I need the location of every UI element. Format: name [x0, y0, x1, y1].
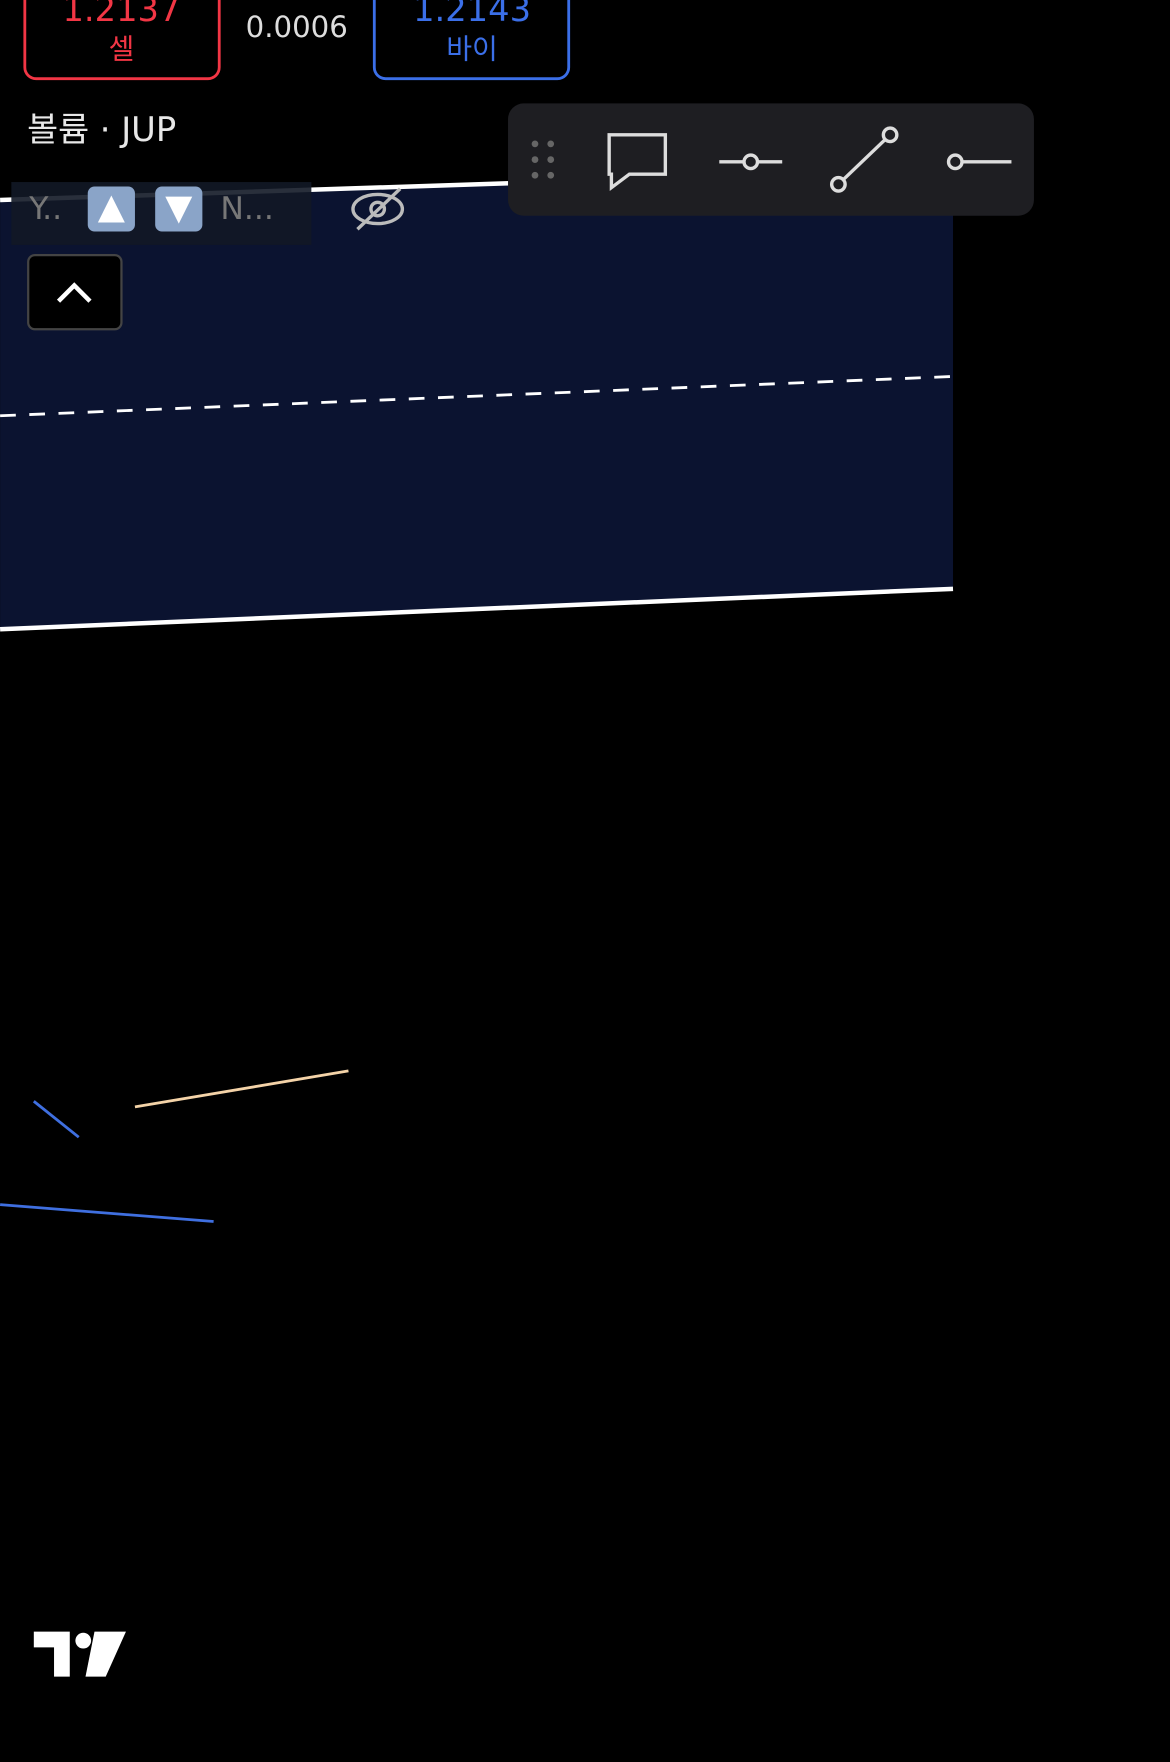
indicator-left: Y..	[28, 191, 62, 227]
horizontal-line-tool[interactable]	[719, 153, 783, 171]
chevron-up	[56, 282, 92, 303]
collapse-button[interactable]	[27, 253, 123, 331]
trend-line	[0, 1203, 214, 1223]
trend-line	[134, 1069, 349, 1109]
sell-button[interactable]	[23, 0, 221, 81]
ray-tool[interactable]	[946, 153, 1012, 171]
trend-line-tool[interactable]	[829, 126, 899, 193]
drag-handle[interactable]	[531, 140, 555, 179]
logo	[33, 1631, 126, 1677]
drawing-toolbar	[508, 103, 1034, 216]
comment-tool[interactable]	[607, 133, 668, 192]
up-icon	[97, 195, 125, 223]
buy-label: 바이	[446, 33, 498, 66]
sell-label: 셀	[109, 33, 135, 66]
down-icon	[165, 196, 193, 224]
channel-fill	[0, 168, 954, 630]
trend-line	[32, 1100, 80, 1139]
buy-price: 1.2143	[413, 0, 531, 29]
buy-button[interactable]	[372, 0, 571, 81]
indicator-title: 볼륨 · JUP	[27, 110, 176, 149]
indicator-right: N...	[220, 191, 274, 227]
hide-icon[interactable]	[351, 187, 405, 231]
channel-mid	[0, 375, 954, 418]
sell-price: 1.2137	[62, 0, 180, 29]
spread: 0.0006	[246, 10, 348, 44]
channel-bottom	[0, 586, 954, 632]
